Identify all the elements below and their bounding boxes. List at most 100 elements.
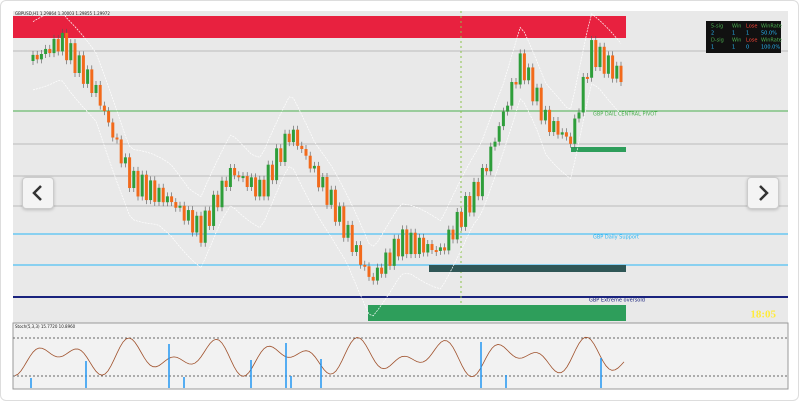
candle <box>107 111 111 123</box>
candle <box>543 109 547 121</box>
candle <box>367 266 371 277</box>
candle <box>548 109 552 133</box>
candle <box>459 211 463 227</box>
candle <box>426 244 430 253</box>
next-button[interactable] <box>747 177 779 209</box>
candle <box>497 126 501 142</box>
envelope <box>32 10 622 247</box>
candle <box>615 65 619 79</box>
candle <box>224 180 228 187</box>
table-header: 5-sig <box>711 24 723 30</box>
candle <box>468 195 472 213</box>
candle <box>279 148 283 162</box>
candle <box>510 82 514 106</box>
prev-button[interactable] <box>22 177 54 209</box>
candle <box>195 215 199 233</box>
zone <box>429 265 626 272</box>
candle <box>531 67 535 102</box>
candle <box>157 187 161 202</box>
candle <box>506 105 510 112</box>
candle <box>81 55 85 84</box>
candle <box>333 189 337 222</box>
indicator <box>14 336 625 388</box>
candle <box>417 237 421 255</box>
candle <box>237 175 241 178</box>
candle <box>136 170 140 197</box>
candle <box>186 210 190 221</box>
candle <box>430 244 434 251</box>
candle <box>581 76 585 113</box>
candle <box>342 206 346 238</box>
candle <box>611 55 615 79</box>
candle <box>77 55 81 73</box>
candle <box>291 129 295 143</box>
prev-icon <box>32 185 42 201</box>
candle <box>44 48 48 54</box>
candle <box>174 202 178 208</box>
candle <box>585 76 589 79</box>
candle <box>170 196 174 203</box>
table-cell: Lose <box>746 38 757 44</box>
candle <box>161 187 165 203</box>
candle <box>401 229 405 257</box>
table-cell: D-sig <box>711 38 724 44</box>
candle <box>123 157 127 164</box>
candle <box>409 232 413 255</box>
candle <box>569 136 573 144</box>
table-cell: 1 <box>746 31 749 37</box>
table-header: WinRate <box>761 24 782 30</box>
next-icon <box>759 185 769 201</box>
candle <box>388 252 392 266</box>
candle <box>380 267 384 274</box>
table-cell: 50.0% <box>761 31 777 37</box>
candle <box>560 132 564 135</box>
clock: 18:05 <box>750 309 776 321</box>
resistance-band <box>13 16 626 38</box>
candle <box>317 165 321 188</box>
zone <box>368 305 626 321</box>
candle <box>346 224 350 238</box>
candle <box>375 267 379 281</box>
candle <box>535 87 539 102</box>
candle <box>594 40 598 68</box>
level-label: GBP Extreme oversold <box>589 298 645 304</box>
candle <box>39 53 43 60</box>
candle <box>300 145 304 150</box>
candle <box>65 32 69 61</box>
candle <box>312 165 316 169</box>
candle <box>606 55 610 74</box>
candle <box>350 224 354 252</box>
candle <box>275 148 279 181</box>
candle <box>329 189 333 205</box>
candle <box>485 167 489 172</box>
envelope <box>32 80 622 317</box>
candle <box>140 174 144 197</box>
candle <box>527 67 531 81</box>
candle <box>153 180 157 202</box>
stoch-line <box>14 336 625 378</box>
candle <box>371 276 375 281</box>
candle <box>455 211 459 240</box>
candle <box>191 210 195 233</box>
candle <box>128 157 132 189</box>
candle <box>522 53 526 81</box>
table-cell: 1 <box>711 45 714 51</box>
candle <box>132 170 136 189</box>
level-label: GBP DAIL CENTRAL PIVOT <box>593 112 658 118</box>
zone <box>571 147 626 152</box>
candle <box>384 252 388 274</box>
table-cell: 1 <box>732 45 735 51</box>
symbol-label: GBPUSD,H1 1.29864 1.30003 1.29855 1.2997… <box>15 11 110 16</box>
candle <box>304 149 308 156</box>
candle <box>48 48 52 54</box>
candle <box>598 46 602 68</box>
candle <box>98 84 102 106</box>
candle <box>363 264 367 267</box>
candle <box>518 53 522 85</box>
level-label: GBP Daily Support <box>593 235 639 241</box>
candle <box>233 167 237 176</box>
candle <box>60 32 64 52</box>
candle <box>489 146 493 172</box>
table-cell: 2 <box>711 31 714 37</box>
